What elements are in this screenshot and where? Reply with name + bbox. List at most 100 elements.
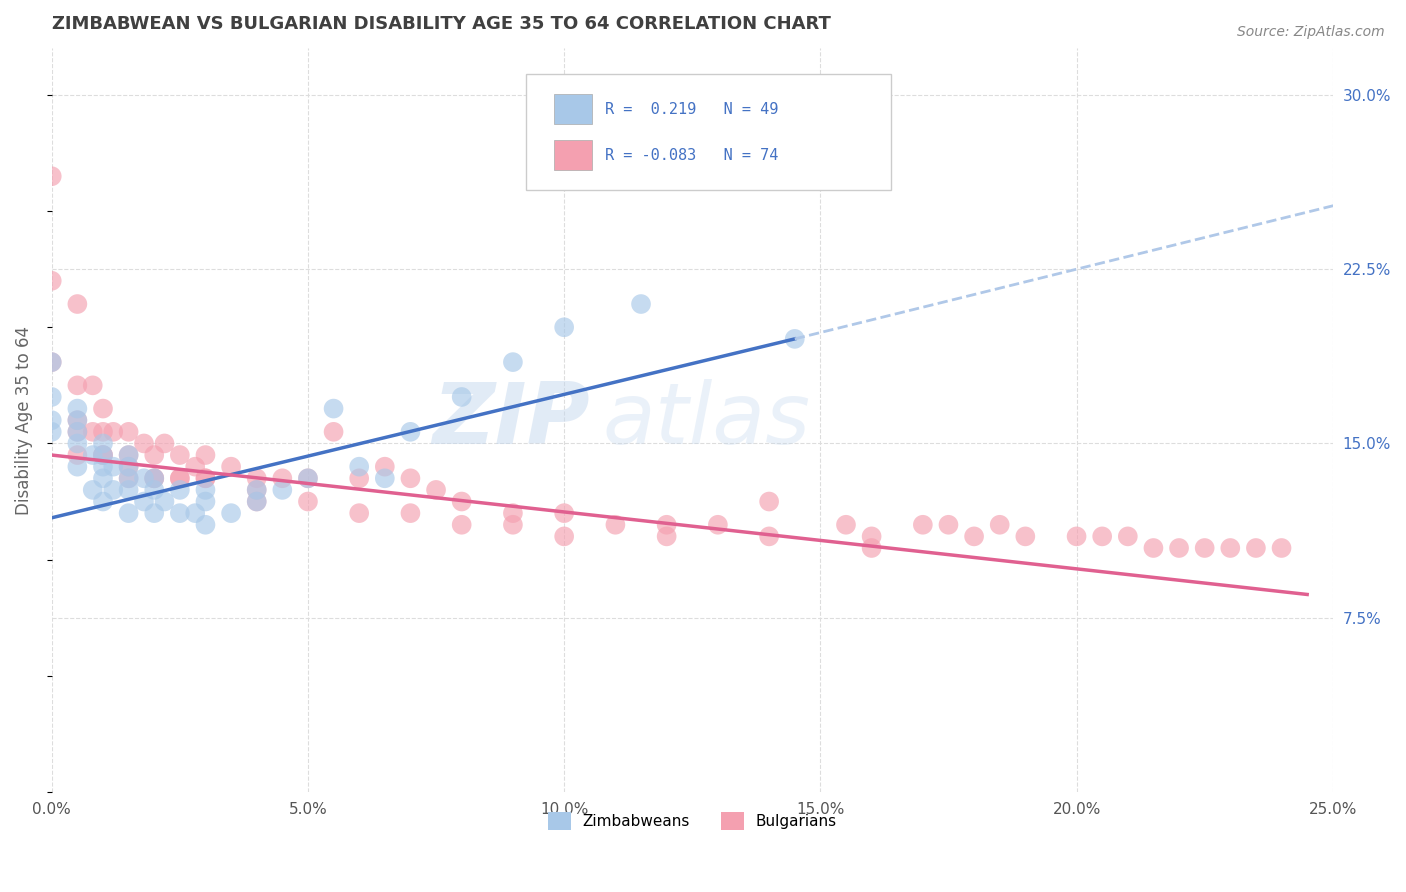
Point [219, 459, 242, 474]
Point [117, 471, 139, 485]
Point [1142, 541, 1164, 555]
Point [91, 425, 114, 439]
Point [347, 506, 370, 520]
Point [194, 471, 217, 485]
Point [66, 425, 89, 439]
Point [91, 494, 114, 508]
Point [103, 425, 125, 439]
Point [117, 448, 139, 462]
Point [297, 471, 319, 485]
Point [184, 459, 207, 474]
Point [82, 425, 104, 439]
Text: Source: ZipAtlas.com: Source: ZipAtlas.com [1237, 25, 1385, 39]
Point [91, 436, 114, 450]
Point [91, 448, 114, 462]
Point [117, 459, 139, 474]
Point [399, 471, 422, 485]
Point [399, 425, 422, 439]
Point [117, 471, 139, 485]
Point [860, 541, 883, 555]
Point [169, 448, 191, 462]
Point [297, 494, 319, 508]
Point [1091, 529, 1114, 543]
Point [1116, 529, 1139, 543]
Bar [554, 140, 592, 170]
Point [66, 459, 89, 474]
Point [91, 401, 114, 416]
Point [783, 332, 806, 346]
Point [246, 483, 269, 497]
Point [66, 401, 89, 416]
Point [347, 459, 370, 474]
Point [132, 436, 155, 450]
Point [117, 448, 139, 462]
Point [41, 274, 63, 288]
Point [758, 529, 780, 543]
Point [41, 413, 63, 427]
Point [41, 390, 63, 404]
Point [117, 425, 139, 439]
Point [988, 517, 1011, 532]
Point [169, 471, 191, 485]
Point [117, 459, 139, 474]
Point [553, 529, 575, 543]
Point [66, 413, 89, 427]
Point [41, 355, 63, 369]
Point [117, 506, 139, 520]
Point [271, 483, 294, 497]
Point [66, 297, 89, 311]
Text: R =  0.219   N = 49: R = 0.219 N = 49 [605, 102, 779, 117]
Legend: Zimbabweans, Bulgarians: Zimbabweans, Bulgarians [541, 805, 844, 837]
Point [911, 517, 934, 532]
Point [194, 448, 217, 462]
Point [655, 517, 678, 532]
Point [1014, 529, 1036, 543]
Point [153, 436, 176, 450]
Text: ZIP: ZIP [432, 379, 589, 462]
Point [82, 448, 104, 462]
Point [707, 517, 730, 532]
Point [246, 494, 269, 508]
Point [399, 506, 422, 520]
Point [246, 471, 269, 485]
Point [450, 494, 472, 508]
Point [374, 459, 396, 474]
Bar [554, 94, 592, 124]
Point [91, 459, 114, 474]
Point [297, 471, 319, 485]
Point [117, 483, 139, 497]
Point [246, 483, 269, 497]
Point [1168, 541, 1191, 555]
Point [553, 506, 575, 520]
Point [91, 471, 114, 485]
Point [425, 483, 447, 497]
Point [184, 506, 207, 520]
Point [655, 529, 678, 543]
Y-axis label: Disability Age 35 to 64: Disability Age 35 to 64 [15, 326, 32, 515]
Point [41, 425, 63, 439]
Point [103, 459, 125, 474]
Point [143, 483, 166, 497]
Point [82, 378, 104, 392]
Point [1244, 541, 1267, 555]
Point [502, 355, 524, 369]
Point [246, 494, 269, 508]
Point [219, 506, 242, 520]
Point [132, 494, 155, 508]
Point [322, 425, 344, 439]
Point [66, 378, 89, 392]
Point [963, 529, 986, 543]
Point [450, 517, 472, 532]
Point [938, 517, 960, 532]
Point [835, 517, 858, 532]
Point [347, 471, 370, 485]
Point [82, 483, 104, 497]
Point [502, 517, 524, 532]
Text: R = -0.083   N = 74: R = -0.083 N = 74 [605, 148, 779, 162]
Point [143, 506, 166, 520]
Point [194, 471, 217, 485]
Point [1219, 541, 1241, 555]
Point [41, 355, 63, 369]
Point [169, 483, 191, 497]
Point [322, 401, 344, 416]
